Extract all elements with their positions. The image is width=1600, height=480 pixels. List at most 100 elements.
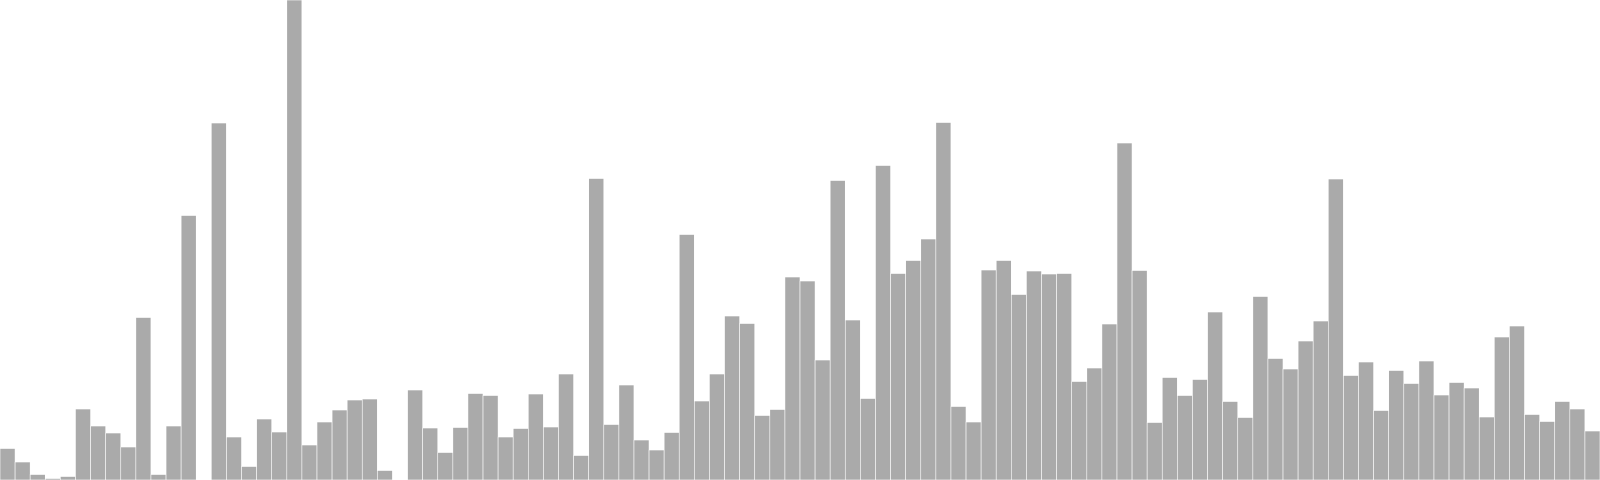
bar bbox=[1433, 394, 1450, 480]
bar bbox=[935, 122, 952, 480]
bar bbox=[1418, 360, 1435, 480]
bar bbox=[1494, 336, 1510, 480]
bar bbox=[1373, 410, 1389, 480]
bar bbox=[226, 436, 242, 480]
bar bbox=[467, 393, 484, 480]
bar bbox=[1328, 178, 1344, 480]
bar bbox=[1177, 395, 1193, 480]
bar bbox=[271, 431, 288, 480]
bar bbox=[739, 323, 756, 480]
bar bbox=[1161, 377, 1178, 480]
bar bbox=[995, 260, 1012, 480]
bar bbox=[1478, 416, 1495, 480]
bar bbox=[211, 122, 227, 480]
bar bbox=[799, 280, 816, 480]
bar bbox=[120, 446, 137, 480]
bar bbox=[829, 180, 846, 480]
bar bbox=[1222, 401, 1239, 480]
bar bbox=[331, 409, 348, 480]
bar bbox=[482, 395, 499, 480]
bar bbox=[543, 426, 559, 480]
bar bbox=[286, 0, 303, 480]
bar bbox=[180, 215, 197, 480]
bar bbox=[1343, 375, 1359, 480]
bar bbox=[920, 238, 937, 480]
bar bbox=[29, 474, 46, 480]
bar bbox=[150, 474, 167, 480]
bar bbox=[1388, 370, 1405, 480]
bar bbox=[678, 234, 695, 480]
bar bbox=[1267, 358, 1284, 480]
bar bbox=[875, 165, 891, 480]
bar bbox=[346, 399, 363, 480]
bar bbox=[618, 384, 635, 480]
bar bbox=[90, 425, 106, 480]
bar bbox=[573, 455, 589, 480]
bar bbox=[724, 315, 740, 480]
bar bbox=[14, 461, 31, 480]
bar bbox=[135, 317, 152, 480]
bar bbox=[1282, 368, 1299, 480]
bar bbox=[558, 373, 574, 480]
bar bbox=[1237, 417, 1254, 480]
bar bbox=[1448, 382, 1465, 480]
bar bbox=[377, 470, 393, 480]
bar bbox=[603, 424, 620, 480]
bar bbox=[165, 425, 182, 480]
bar bbox=[105, 432, 122, 480]
bar bbox=[437, 452, 454, 480]
bar bbox=[965, 421, 982, 480]
bar bbox=[588, 178, 605, 480]
bar bbox=[709, 373, 725, 480]
bar bbox=[860, 398, 876, 480]
bar bbox=[1146, 422, 1163, 480]
bar bbox=[754, 415, 771, 480]
bar bbox=[316, 421, 333, 480]
bar bbox=[633, 439, 650, 480]
bar bbox=[1207, 311, 1223, 480]
bar bbox=[1056, 273, 1072, 480]
bar bbox=[1071, 381, 1088, 480]
bar bbox=[1101, 323, 1118, 480]
bar bbox=[980, 269, 997, 480]
bar bbox=[1403, 383, 1420, 480]
bar bbox=[769, 409, 786, 480]
bar bbox=[60, 476, 76, 480]
bar bbox=[527, 393, 544, 480]
bar bbox=[1312, 320, 1329, 480]
bar bbox=[512, 428, 529, 480]
bar bbox=[1026, 270, 1042, 480]
bar bbox=[1131, 270, 1148, 480]
bar bbox=[301, 444, 318, 480]
bar bbox=[1358, 361, 1374, 480]
bar bbox=[950, 406, 967, 480]
bar bbox=[241, 466, 257, 480]
bar bbox=[452, 427, 469, 480]
bar bbox=[1297, 340, 1314, 480]
bar bbox=[890, 273, 906, 480]
bar bbox=[844, 319, 861, 480]
bar bbox=[1509, 325, 1525, 480]
bar bbox=[1539, 421, 1556, 480]
bar bbox=[361, 398, 378, 480]
bar bbox=[422, 427, 439, 480]
bar bbox=[256, 418, 272, 480]
bar bbox=[75, 408, 91, 480]
bar bbox=[1041, 273, 1057, 480]
bar bbox=[1252, 296, 1269, 480]
bar bbox=[0, 448, 16, 480]
bar bbox=[663, 432, 680, 480]
bar bbox=[1524, 414, 1540, 480]
bar bbox=[1554, 401, 1571, 480]
bar bbox=[648, 449, 665, 480]
bar bbox=[1569, 408, 1586, 480]
bar bbox=[407, 389, 423, 480]
bar bbox=[1011, 294, 1027, 480]
bar bbox=[1086, 367, 1103, 480]
bar bbox=[497, 436, 514, 480]
bar bbox=[1192, 379, 1208, 480]
bar bbox=[784, 276, 801, 480]
bar bbox=[1584, 430, 1600, 480]
